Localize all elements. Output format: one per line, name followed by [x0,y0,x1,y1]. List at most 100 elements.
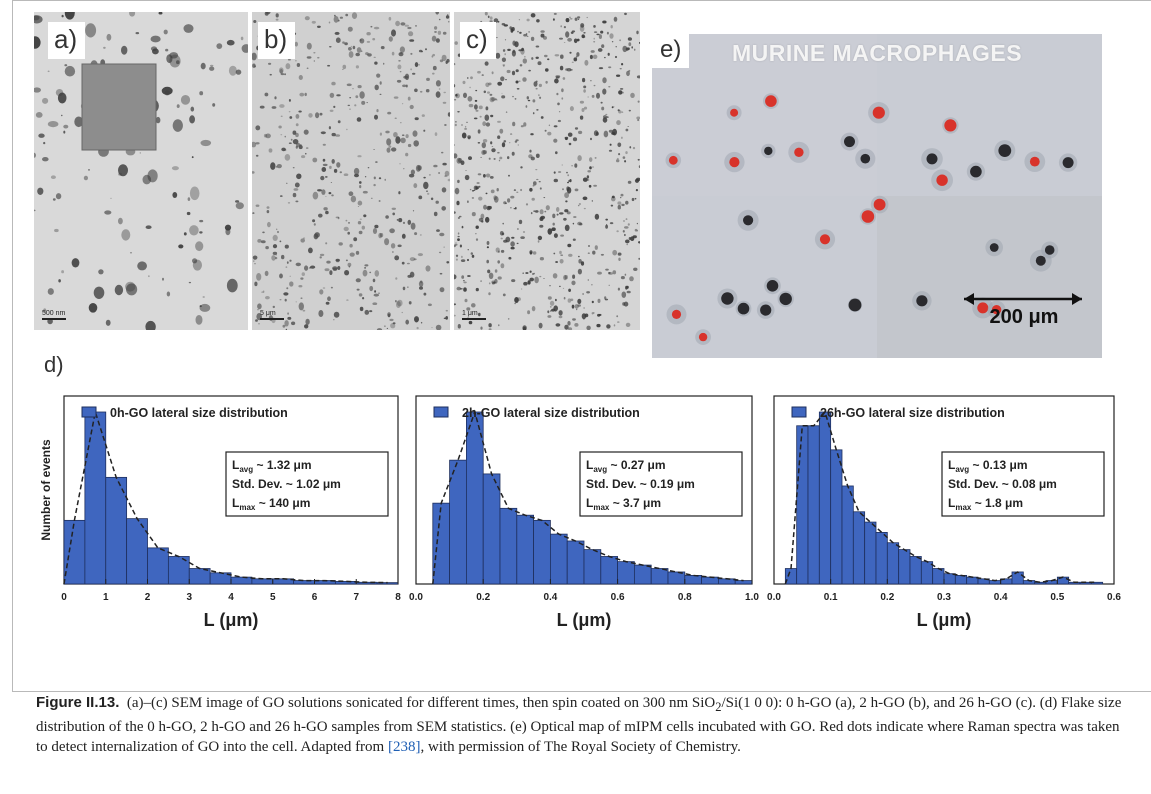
stats-box [941,451,1105,517]
x-tick-label: 4 [228,592,234,603]
x-tick-label: 0.4 [543,592,557,603]
histogram-bar [943,573,956,585]
x-tick-label: 0.6 [611,592,625,603]
x-tick-label: 0 [61,592,67,603]
histogram-bar [188,568,211,585]
legend-swatch [791,406,807,418]
legend-label: 26h-GO lateral size distribution [820,406,1005,420]
histogram-bar [864,521,877,585]
panel-d-label: d) [44,352,64,377]
stats-line: Lmax ~ 1.8 μm [948,496,1023,512]
x-tick-label: 0.4 [994,592,1008,603]
panel-e-label: e) [652,34,690,68]
stats-line: Std. Dev. ~ 0.08 μm [948,477,1057,491]
histogram-bar [909,556,922,585]
histogram-bar [533,519,551,585]
histogram-bar [293,580,315,585]
x-tick-label: 0.0 [767,592,781,603]
histogram-bar [650,568,669,585]
figure-caption: Figure II.13. (a)–(c) SEM image of GO so… [36,693,1126,757]
optical-texture [652,34,1102,358]
fit-curve [432,409,744,585]
sem-image-b: b) 5 μm [252,12,450,330]
legend-label: 2h-GO lateral size distribution [462,406,640,420]
x-tick-label: 0.6 [1107,592,1121,603]
x-tick-label: 8 [395,592,401,603]
histogram-bar [1090,581,1104,585]
stats-line: Lavg ~ 0.13 μm [948,458,1028,474]
histogram-bar [875,531,888,585]
histogram-bar [617,561,635,585]
histogram-bar [432,502,450,585]
histogram-bar [449,459,467,585]
caption-subscript: 2 [715,700,722,714]
histogram-bar [63,519,86,585]
sem-a-texture [34,12,248,330]
citation-link[interactable]: [238] [387,739,421,755]
histogram-bar [734,580,753,585]
scale-bar-b: 5 μm [260,310,284,320]
histogram-bar [105,476,128,585]
stats-line: Lmax ~ 140 μm [232,496,310,512]
y-axis-label: Number of events [39,439,53,541]
histogram-bar [583,549,602,585]
caption-text-2: /Si(1 0 0): 0 h-GO (a), 2 h-GO (b), and … [36,695,1122,755]
histogram-bar [147,547,169,585]
x-tick-label: 0.2 [880,592,894,603]
x-tick-label: 0.3 [937,592,951,603]
x-tick-label: 0.8 [678,592,692,603]
histogram-bar [717,578,736,585]
x-tick-label: 0.2 [476,592,490,603]
stats-line: Lmax ~ 3.7 μm [586,496,661,512]
fit-curve [63,411,388,585]
x-tick-label: 0.5 [1050,592,1064,603]
histogram-bar [600,556,619,585]
scale-text-e: 200 μm [989,306,1059,328]
sem-image-c: c) 1 μm [454,12,640,330]
histogram-bar [807,425,820,585]
panel-c-label: c) [460,22,496,59]
stats-line: Lavg ~ 1.32 μm [232,458,312,474]
caption-label: Figure II.13. [36,694,120,711]
x-axis-label: L (μm) [557,610,612,630]
scale-bar-c: 1 μm [462,310,486,320]
histogram-bar [841,485,854,585]
figure-frame [12,0,1151,692]
legend-swatch [433,406,449,418]
histogram-bar [466,411,484,585]
legend-label: 0h-GO lateral size distribution [110,406,288,420]
optical-map-e: e) MURINE MACROPHAGES 200 μm [652,34,1102,358]
caption-text-3: , with permission of The Royal Society o… [420,739,741,755]
histogram-bar [126,518,148,585]
x-tick-label: 2 [145,592,151,603]
optical-title: MURINE MACROPHAGES [731,40,1023,66]
histogram-bar [684,574,702,585]
x-tick-label: 1.0 [745,592,759,603]
histogram-bar [886,542,900,585]
histogram-bar [920,561,934,585]
x-tick-label: 0.1 [824,592,838,603]
histogram-2h-go: 0.0 0.2 0.4 0.6 0.8 1.0 L (μm) 2h-GO lateral si… [409,395,759,630]
x-tick-label: 7 [353,592,359,603]
histogram-bar [796,425,809,585]
scale-text-a: 500 nm [42,310,66,317]
histogram-bar [251,578,274,585]
sem-b-texture [252,12,450,330]
histogram-bar [482,473,501,585]
fit-curve [784,410,1097,585]
histogram-bar [499,507,518,585]
scale-bar-a: 500 nm [42,310,66,320]
histogram-bar [852,511,866,585]
histogram-bar [230,576,253,585]
sem-image-a: a) 500 nm [34,12,248,330]
x-tick-label: 0.0 [409,592,423,603]
histogram-bar [1011,571,1024,585]
x-tick-label: 6 [312,592,318,603]
stats-line: Lavg ~ 0.27 μm [586,458,666,474]
histogram-26h-go: 0.0 0.1 0.2 0.3 0.4 0.5 0.6 L (μm) 26h-GO latera… [767,395,1121,630]
histogram-bar [701,576,719,585]
caption-text-1: (a)–(c) SEM image of GO solutions sonica… [126,695,716,711]
histogram-bar [1034,581,1047,585]
stats-box [579,451,743,517]
x-tick-label: 5 [270,592,276,603]
